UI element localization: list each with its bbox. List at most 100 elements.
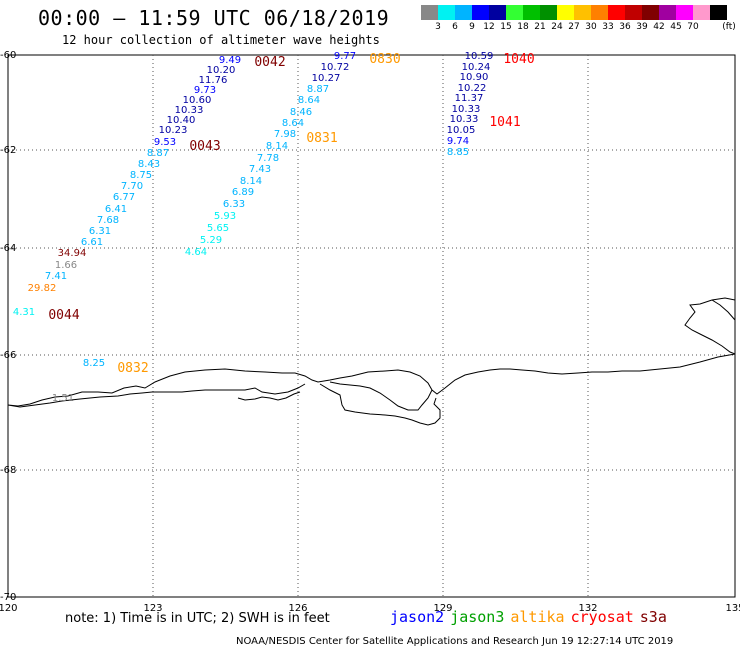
pass-time-label: 0830 <box>369 52 400 67</box>
wave-height-label: 11.76 <box>199 75 228 86</box>
wave-height-label: 1.66 <box>55 260 77 271</box>
wave-height-label: 6.89 <box>232 187 254 198</box>
wave-height-label: 10.24 <box>462 62 491 73</box>
wave-height-label: 6.77 <box>113 192 135 203</box>
wave-height-label: 7.78 <box>257 153 279 164</box>
wave-height-label: 11.37 <box>455 93 484 104</box>
wave-height-label: 29.82 <box>28 283 57 294</box>
pass-time-label: 1041 <box>489 115 520 130</box>
footer-credit: NOAA/NESDIS Center for Satellite Applica… <box>236 636 674 647</box>
satellite-legend: jason2 jason3 altika cryosat s3a <box>390 608 673 626</box>
color-swatch <box>438 5 455 20</box>
legend-cryosat: cryosat <box>570 608 634 626</box>
color-scale-legend: 3 6 9 12 15 18 21 24 27 30 33 36 39 42 45 70 (ft) <box>421 5 736 34</box>
latitude-tick: -64 <box>0 243 16 254</box>
wave-height-label: 9.74 <box>447 136 469 147</box>
color-swatch <box>693 5 710 20</box>
color-scale-tick: 70 <box>687 22 699 32</box>
wave-height-label: 4.64 <box>185 247 207 258</box>
color-scale-tick: 36 <box>619 22 631 32</box>
wave-height-label: 10.20 <box>207 65 236 76</box>
color-scale-unit: (ft) <box>722 22 736 32</box>
color-swatch <box>523 5 540 20</box>
wave-height-label: 8.87 <box>307 84 329 95</box>
color-swatch <box>472 5 489 20</box>
color-scale-tick: 12 <box>483 22 495 32</box>
color-swatch <box>540 5 557 20</box>
wave-height-values: 9.4910.2011.769.7310.6010.3310.4010.239.… <box>13 51 493 404</box>
wave-height-label: 10.33 <box>452 104 481 115</box>
wave-height-label: 5.93 <box>214 211 236 222</box>
latitude-tick: -68 <box>0 465 16 476</box>
color-scale-tick: 3 <box>435 22 441 32</box>
wave-height-label: 7.43 <box>249 164 271 175</box>
wave-height-label: 8.85 <box>447 147 469 158</box>
color-scale-tick: 27 <box>568 22 580 32</box>
longitude-tick: 135 <box>725 603 740 614</box>
color-swatch <box>710 5 727 20</box>
wave-height-label: 9.73 <box>194 85 216 96</box>
color-swatch <box>506 5 523 20</box>
wave-height-label: 8.75 <box>130 170 152 181</box>
pass-time-label: 0831 <box>306 131 337 146</box>
color-scale-tick: 9 <box>469 22 475 32</box>
color-scale-labels: 3 6 9 12 15 18 21 24 27 30 33 36 39 42 45 70 (ft) <box>421 22 736 34</box>
color-scale-tick: 39 <box>636 22 648 32</box>
pass-time-labels: 0042 0830 1040 1041 0043 0831 0044 0832 <box>48 52 534 376</box>
wave-height-label: 8.46 <box>290 107 312 118</box>
map-grid <box>7 54 736 598</box>
color-scale-tick: 30 <box>585 22 597 32</box>
pass-time-label: 0044 <box>48 308 79 323</box>
pass-time-label: 0043 <box>189 139 220 154</box>
longitude-tick: 123 <box>143 603 162 614</box>
wave-height-label: 10.59 <box>465 51 494 62</box>
pass-time-label: 0832 <box>117 361 148 376</box>
color-scale-tick: 6 <box>452 22 458 32</box>
wave-height-label: 6.41 <box>105 204 127 215</box>
wave-height-label: 8.14 <box>266 141 288 152</box>
map-title: 00:00 – 11:59 UTC 06/18/2019 <box>38 6 390 30</box>
wave-height-label: 1.51 <box>52 393 74 404</box>
color-swatch <box>659 5 676 20</box>
wave-height-label: 10.27 <box>312 73 341 84</box>
longitude-tick: 132 <box>578 603 597 614</box>
color-scale-tick: 45 <box>670 22 682 32</box>
wave-height-label: 8.64 <box>298 95 320 106</box>
wave-height-label: 7.98 <box>274 129 296 140</box>
color-swatch <box>625 5 642 20</box>
longitude-tick: 126 <box>288 603 307 614</box>
wave-height-label: 9.53 <box>154 137 176 148</box>
wave-height-label: 6.61 <box>81 237 103 248</box>
longitude-tick: 129 <box>433 603 452 614</box>
legend-s3a: s3a <box>639 608 667 626</box>
wave-height-label: 5.29 <box>200 235 222 246</box>
color-swatch <box>455 5 472 20</box>
latitude-tick: -66 <box>0 350 16 361</box>
wave-height-label: 8.14 <box>240 176 262 187</box>
wave-height-label: 9.49 <box>219 55 241 66</box>
map-frame <box>7 54 736 598</box>
wave-height-label: 7.68 <box>97 215 119 226</box>
wave-height-label: 10.22 <box>458 83 487 94</box>
wave-height-label: 10.40 <box>167 115 196 126</box>
wave-height-label: 7.41 <box>45 271 67 282</box>
wave-height-label: 4.31 <box>13 307 35 318</box>
wave-height-label: 10.72 <box>321 62 350 73</box>
color-scale-tick: 21 <box>534 22 546 32</box>
wave-height-label: 8.43 <box>138 159 160 170</box>
wave-height-label: 8.64 <box>282 118 304 129</box>
color-swatch <box>574 5 591 20</box>
wave-height-label: 10.33 <box>175 105 204 116</box>
wave-height-label: 8.25 <box>83 358 105 369</box>
color-swatch <box>591 5 608 20</box>
units-note: note: 1) Time is in UTC; 2) SWH is in fe… <box>65 611 330 626</box>
antarctic-coastline <box>7 297 736 426</box>
wave-height-label: 10.05 <box>447 125 476 136</box>
color-swatch <box>608 5 625 20</box>
map-axes: 120 123 126 129 132 135 -60 -62 -64 -66 -68 -70 <box>0 50 740 614</box>
pass-time-label: 1040 <box>503 52 534 67</box>
color-scale-tick: 24 <box>551 22 563 32</box>
latitude-tick: -70 <box>0 592 16 603</box>
latitude-tick: -62 <box>0 145 16 156</box>
